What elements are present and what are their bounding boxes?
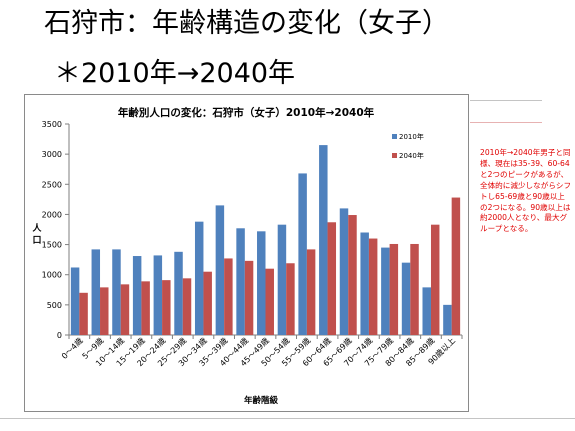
decorative-line — [470, 122, 542, 123]
bar-2040-5 — [182, 278, 192, 335]
bar-2010-15 — [381, 247, 390, 335]
decorative-line — [470, 100, 542, 101]
bar-2010-0 — [70, 267, 80, 335]
bar-2040-6 — [203, 271, 212, 335]
y-tick-label: 3500 — [42, 120, 62, 129]
bar-2010-7 — [215, 205, 225, 335]
bar-2010-2 — [112, 249, 121, 335]
bar-2040-10 — [286, 263, 295, 335]
bar-2040-12 — [327, 222, 337, 335]
x-tick-label: 0～4歳 — [59, 335, 85, 361]
bar-2040-3 — [141, 281, 150, 335]
y-axis-label: 人口 — [31, 222, 42, 246]
bar-2010-11 — [298, 173, 307, 335]
y-tick-label: 0 — [57, 331, 62, 340]
bar-2040-14 — [368, 238, 378, 335]
y-tick-label: 500 — [47, 301, 62, 310]
bar-2040-15 — [389, 243, 399, 335]
bar-2040-11 — [306, 249, 316, 335]
bar-2040-16 — [410, 243, 419, 335]
legend-swatch-2040 — [392, 153, 397, 158]
bar-2010-17 — [422, 287, 431, 335]
y-tick-label: 1000 — [42, 271, 62, 280]
bar-2040-9 — [265, 268, 274, 335]
bar-2010-9 — [257, 231, 266, 335]
decorative-line — [0, 418, 575, 419]
chart-panel: 年齢別人口の変化：石狩市（女子）2010年→2040年 人口 年齢階級 2010… — [24, 94, 469, 412]
legend-swatch-2010 — [392, 134, 397, 139]
bar-2040-1 — [100, 287, 109, 335]
slide-subtitle: ＊2010年→2040年 — [54, 58, 296, 89]
y-tick-label: 2000 — [42, 210, 62, 219]
y-axis-label-char: 口 — [32, 235, 41, 246]
chart-title: 年齢別人口の変化：石狩市（女子）2010年→2040年 — [118, 106, 375, 119]
bar-2010-10 — [277, 224, 287, 335]
bar-2010-13 — [339, 208, 349, 335]
y-tick-label: 2500 — [42, 180, 62, 189]
bar-2010-6 — [194, 221, 204, 335]
bar-2010-18 — [443, 304, 452, 335]
bar-2010-16 — [401, 262, 411, 335]
bar-2040-13 — [348, 215, 357, 335]
bar-chart: 年齢別人口の変化：石狩市（女子）2010年→2040年 人口 年齢階級 2010… — [31, 106, 463, 406]
y-tick-label: 1500 — [42, 241, 62, 250]
y-axis-label-char: 人 — [31, 222, 42, 234]
bar-2010-3 — [132, 256, 142, 335]
bar-2010-12 — [319, 145, 328, 335]
bar-2040-2 — [120, 284, 130, 335]
bar-2010-5 — [174, 251, 183, 335]
bar-2010-4 — [153, 255, 163, 335]
bar-2040-0 — [79, 292, 88, 335]
annotation-note: 2010年→2040年男子と同様、現在は35-39、60-64と2つのピークがあ… — [480, 148, 572, 234]
bar-2040-17 — [430, 224, 440, 335]
y-tick-label: 3000 — [42, 150, 62, 159]
bar-2010-8 — [236, 228, 245, 335]
bar-2010-1 — [91, 249, 101, 335]
legend-label-2040: 2040年 — [399, 151, 424, 160]
bar-2010-14 — [360, 232, 369, 335]
x-axis-label: 年齢階級 — [244, 395, 279, 406]
bar-2040-18 — [451, 197, 461, 335]
bar-2040-7 — [224, 258, 233, 335]
legend-label-2010: 2010年 — [399, 132, 424, 141]
bar-2040-8 — [244, 260, 254, 335]
bar-2040-4 — [162, 280, 171, 335]
chart-legend: 2010年 2040年 — [392, 132, 424, 160]
slide-title: 石狩市：年齢構造の変化（女子） — [44, 8, 449, 39]
